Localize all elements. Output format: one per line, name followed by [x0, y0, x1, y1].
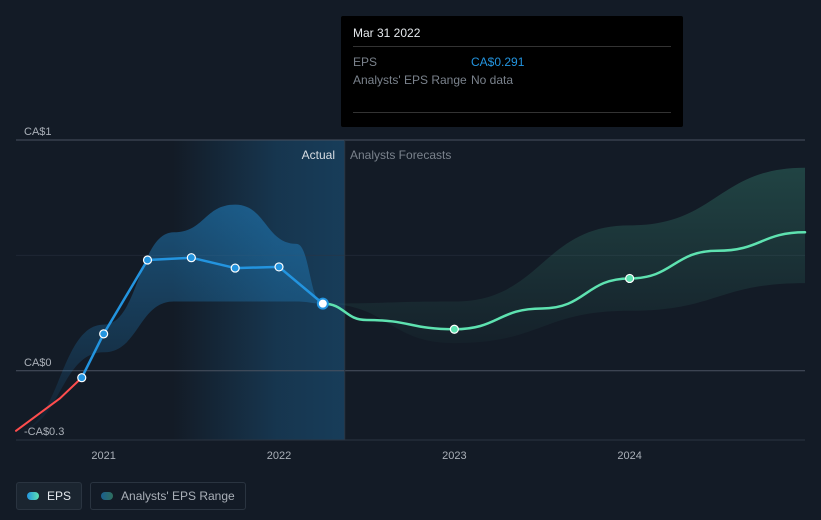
eps-forecast-chart: CA$1CA$0-CA$0.3 2021202220232024 Actual … — [0, 0, 821, 520]
legend-analysts-range[interactable]: Analysts' EPS Range — [90, 482, 246, 510]
chart-tooltip: Mar 31 2022 EPS CA$0.291 Analysts' EPS R… — [341, 16, 683, 127]
range-areas — [16, 168, 805, 431]
y-axis-label: CA$0 — [24, 357, 52, 369]
section-label-forecast: Analysts Forecasts — [350, 148, 451, 162]
chart-legend: EPS Analysts' EPS Range — [16, 482, 246, 510]
y-axis-label: -CA$0.3 — [24, 426, 64, 438]
x-axis-label: 2023 — [442, 450, 466, 462]
legend-eps[interactable]: EPS — [16, 482, 82, 510]
legend-swatch-icon — [27, 492, 39, 500]
legend-label: Analysts' EPS Range — [121, 489, 235, 503]
x-axis-label: 2024 — [617, 450, 641, 462]
x-axis-label: 2022 — [267, 450, 291, 462]
x-axis-label: 2021 — [91, 450, 115, 462]
tooltip-title: Mar 31 2022 — [353, 26, 671, 47]
tooltip-value-eps: CA$0.291 — [471, 53, 524, 71]
legend-label: EPS — [47, 489, 71, 503]
tooltip-value-range: No data — [471, 71, 513, 89]
tooltip-key-range: Analysts' EPS Range — [353, 71, 471, 89]
y-axis-label: CA$1 — [24, 126, 52, 138]
legend-swatch-icon — [101, 492, 113, 500]
tooltip-key-eps: EPS — [353, 53, 471, 71]
section-label-actual: Actual — [302, 148, 335, 162]
